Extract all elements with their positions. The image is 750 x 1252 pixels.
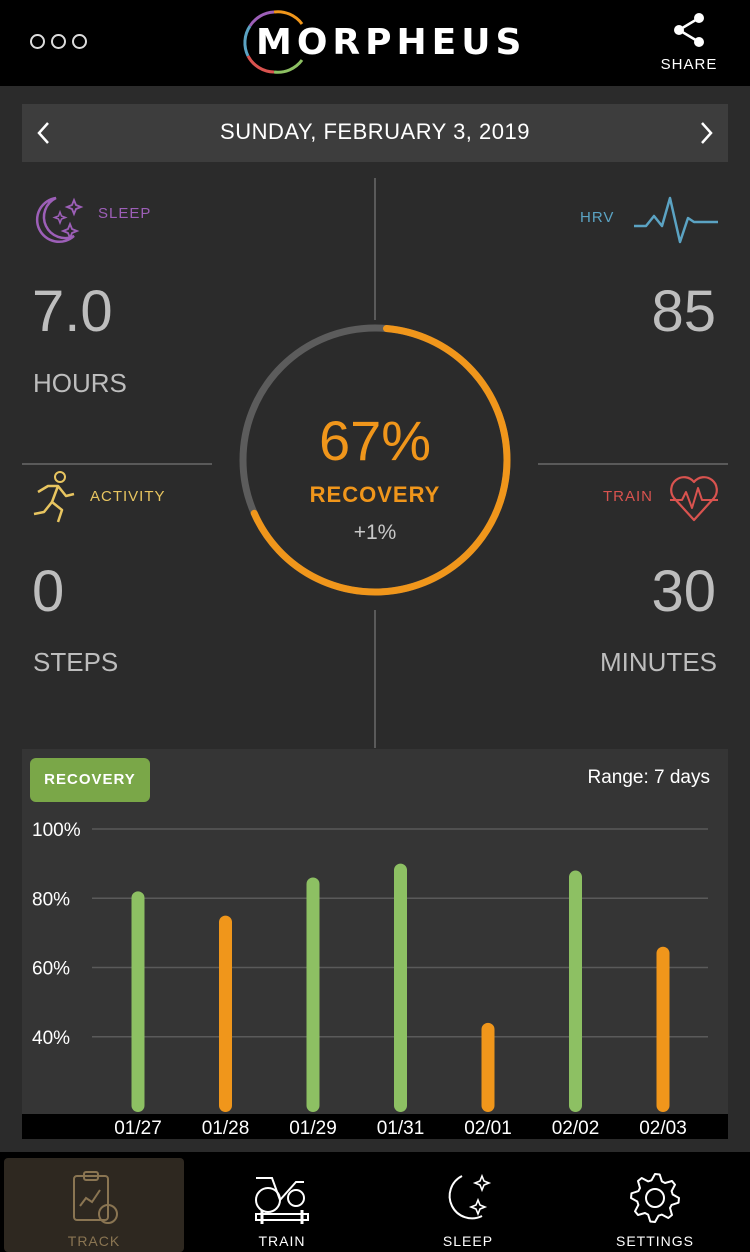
- sleep-unit: HOURS: [33, 368, 127, 398]
- x-tick-label: 01/31: [377, 1118, 425, 1139]
- tab-train-label: TRAIN: [258, 1233, 306, 1249]
- logo-ring-icon: [243, 10, 304, 74]
- clipboard-chart-icon: [73, 1171, 118, 1224]
- date-selector: SUNDAY, FEBRUARY 3, 2019: [22, 104, 728, 162]
- x-tick-label: 02/01: [464, 1118, 512, 1139]
- y-tick-label: 60%: [32, 959, 70, 980]
- exercise-bike-icon: [255, 1177, 309, 1224]
- sleep-value: 7.0: [32, 279, 113, 344]
- share-label: SHARE: [660, 56, 718, 73]
- bar-01-28[interactable]: [219, 915, 232, 1112]
- divider-right: [538, 463, 728, 465]
- more-options-icon[interactable]: [30, 32, 90, 50]
- moon-stars-icon: [448, 1173, 492, 1220]
- next-day-icon[interactable]: [690, 118, 720, 148]
- hrv-label: HRV: [580, 209, 615, 226]
- bar-02-03[interactable]: [656, 946, 670, 1112]
- train-unit: MINUTES: [600, 647, 717, 677]
- recovery-percent: 67%: [318, 409, 432, 472]
- x-tick-label: 01/29: [289, 1118, 337, 1139]
- tab-settings-label: SETTINGS: [615, 1233, 694, 1249]
- tab-track-label: TRACK: [67, 1233, 121, 1249]
- x-tick-label: 02/02: [552, 1118, 600, 1139]
- recovery-delta: +1%: [353, 521, 397, 544]
- recovery-chart-panel: 100% 80% 60% 40% 01/27 01/28 01/29 01/31 02/01 02…: [22, 749, 728, 1139]
- divider-left: [22, 463, 212, 465]
- tab-sleep[interactable]: SLEEP: [378, 1158, 558, 1252]
- bar-01-29[interactable]: [306, 877, 320, 1112]
- tab-sleep-label: SLEEP: [442, 1233, 494, 1249]
- share-button[interactable]: SHARE: [652, 6, 726, 78]
- x-tick-label: 01/27: [114, 1118, 162, 1139]
- app-header: MORPHEUS SHARE: [0, 0, 750, 86]
- bottom-tab-bar: TRACK TRAIN SLEEP SETTINGS: [0, 1152, 750, 1252]
- x-tick-label: 01/28: [202, 1118, 250, 1139]
- range-selector[interactable]: Range: 7 days: [587, 767, 710, 788]
- gear-icon: [630, 1173, 680, 1223]
- divider-top: [374, 178, 376, 320]
- tab-track[interactable]: TRACK: [4, 1158, 184, 1252]
- recovery-label: RECOVERY: [309, 482, 441, 507]
- recovery-metric-button[interactable]: RECOVERY: [30, 758, 150, 802]
- hrv-value: 85: [651, 279, 716, 344]
- y-tick-label: 100%: [32, 820, 81, 841]
- share-icon: [674, 13, 704, 47]
- x-tick-label: 02/03: [639, 1118, 687, 1139]
- morpheus-logo: MORPHEUS: [236, 6, 526, 78]
- y-tick-label: 40%: [32, 1028, 70, 1049]
- train-value: 30: [651, 559, 716, 624]
- bar-02-02[interactable]: [569, 870, 582, 1112]
- bar-01-27[interactable]: [131, 891, 145, 1112]
- logo-text: MORPHEUS: [256, 22, 527, 63]
- tab-settings[interactable]: SETTINGS: [565, 1158, 745, 1252]
- moon-stars-icon: [35, 196, 84, 243]
- y-tick-label: 80%: [32, 889, 70, 910]
- bar-01-31[interactable]: [394, 863, 407, 1112]
- recovery-bar-chart: 100% 80% 60% 40% 01/27 01/28 01/29 01/31 02/01 02…: [22, 820, 728, 1139]
- activity-label: ACTIVITY: [90, 488, 166, 505]
- activity-unit: STEPS: [33, 647, 119, 677]
- running-person-icon: [33, 471, 75, 523]
- train-label: TRAIN: [603, 488, 653, 505]
- bar-02-01[interactable]: [481, 1022, 495, 1112]
- recovery-ring[interactable]: [225, 310, 525, 610]
- heart-pulse-icon: [670, 476, 718, 522]
- divider-bottom: [374, 610, 376, 748]
- activity-value: 0: [32, 559, 65, 624]
- tab-train[interactable]: TRAIN: [192, 1158, 372, 1252]
- previous-day-icon[interactable]: [30, 118, 60, 148]
- date-title: SUNDAY, FEBRUARY 3, 2019: [220, 119, 530, 144]
- sleep-label: SLEEP: [98, 205, 152, 222]
- x-axis-band: [22, 1114, 728, 1139]
- recovery-ring-progress: [250, 325, 511, 596]
- heartbeat-line-icon: [634, 196, 718, 244]
